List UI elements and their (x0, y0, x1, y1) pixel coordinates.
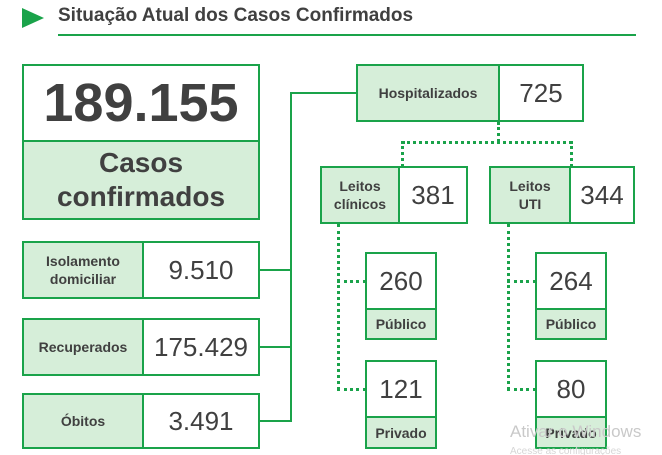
confirmed-cases-card: 189.155 Casos confirmados (22, 64, 260, 220)
clinical-beds-card: Leitos clínicos 381 (320, 166, 468, 224)
home-isolation-card: Isolamento domiciliar 9.510 (22, 241, 260, 299)
icu-beds-value: 344 (571, 168, 633, 222)
connector-line (290, 92, 357, 94)
connector-line (260, 346, 291, 348)
connector-dotted (507, 280, 536, 283)
icu-beds-label-line1: Leitos (509, 178, 551, 194)
play-arrow-icon (22, 8, 44, 28)
connector-dotted (337, 280, 366, 283)
clinical-public-label: Público (367, 310, 435, 338)
connector-dotted (497, 122, 500, 142)
home-isolation-label-line1: Isolamento (46, 253, 120, 269)
icu-public-card: 264 Público (535, 252, 607, 340)
confirmed-cases-label-line1: Casos (98, 147, 184, 178)
icu-private-label: Privado (537, 418, 605, 447)
icu-beds-label: Leitos UTI (491, 168, 571, 222)
connector-dotted (507, 388, 536, 391)
clinical-beds-label-line2: clínicos (333, 196, 387, 212)
connector-dotted (401, 141, 404, 167)
title-underline (58, 34, 636, 36)
page-title: Situação Atual dos Casos Confirmados (58, 5, 414, 26)
clinical-public-value: 260 (367, 254, 435, 310)
deaths-card: Óbitos 3.491 (22, 393, 260, 449)
confirmed-cases-value: 189.155 (24, 66, 258, 142)
deaths-label: Óbitos (24, 395, 144, 447)
connector-line (260, 269, 291, 271)
icu-beds-card: Leitos UTI 344 (489, 166, 635, 224)
clinical-private-card: 121 Privado (365, 360, 437, 449)
clinical-beds-label: Leitos clínicos (322, 168, 400, 222)
icu-private-value: 80 (537, 362, 605, 418)
clinical-private-value: 121 (367, 362, 435, 418)
connector-dotted (507, 224, 510, 390)
connector-line (260, 420, 291, 422)
clinical-private-label: Privado (367, 418, 435, 447)
connector-dotted (337, 224, 340, 390)
connector-dotted (337, 388, 366, 391)
hospitalized-value: 725 (500, 66, 582, 120)
hospitalized-card: Hospitalizados 725 (356, 64, 584, 122)
connector-line (290, 92, 292, 422)
connector-dotted (402, 141, 572, 144)
deaths-value: 3.491 (144, 395, 258, 447)
clinical-beds-value: 381 (400, 168, 466, 222)
confirmed-cases-label: Casos confirmados (24, 142, 258, 218)
clinical-public-card: 260 Público (365, 252, 437, 340)
icu-beds-label-line2: UTI (518, 196, 542, 212)
home-isolation-label-line2: domiciliar (49, 271, 117, 287)
hospitalized-label: Hospitalizados (358, 66, 500, 120)
clinical-beds-label-line1: Leitos (339, 178, 381, 194)
recovered-label: Recuperados (24, 320, 144, 374)
confirmed-cases-label-line2: confirmados (56, 181, 226, 212)
icu-public-label: Público (537, 310, 605, 338)
home-isolation-value: 9.510 (144, 243, 258, 297)
windows-activation-subtext: Acesse as configurações (510, 446, 622, 455)
connector-dotted (570, 141, 573, 167)
icu-public-value: 264 (537, 254, 605, 310)
windows-activation-watermark: Ativar o Windows (510, 422, 642, 441)
icu-private-card: 80 Privado (535, 360, 607, 449)
recovered-value: 175.429 (144, 320, 258, 374)
recovered-card: Recuperados 175.429 (22, 318, 260, 376)
home-isolation-label: Isolamento domiciliar (24, 243, 144, 297)
